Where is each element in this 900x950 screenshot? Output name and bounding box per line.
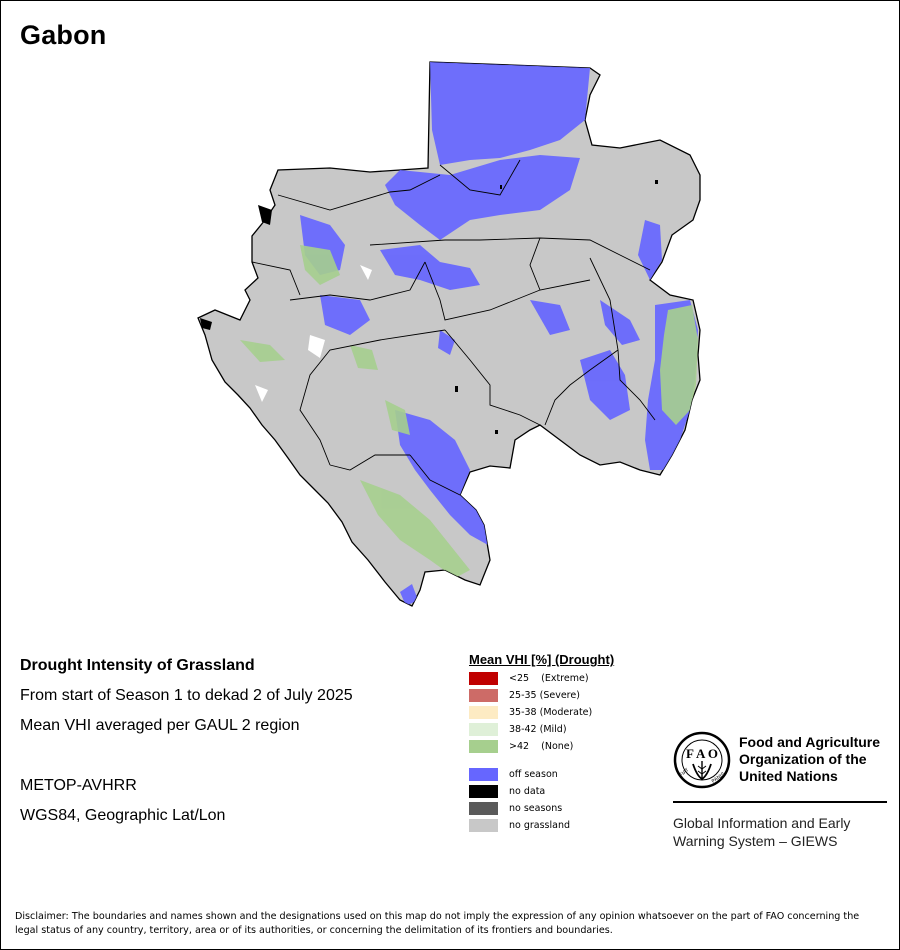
info-projection: WGS84, Geographic Lat/Lon	[20, 807, 226, 824]
disclaimer-text: Disclaimer: The boundaries and names sho…	[15, 911, 860, 936]
legend-item-no-seasons: no seasons	[469, 801, 562, 815]
legend-item-none: >42 (None)	[469, 739, 573, 753]
svg-text:F A O: F A O	[686, 746, 718, 761]
legend-label: 38-42 (Mild)	[509, 723, 567, 735]
legend-label: 35-38 (Moderate)	[509, 706, 593, 718]
legend-item-off-season: off season	[469, 767, 558, 781]
system-name-line: Warning System – GIEWS	[673, 833, 838, 849]
legend-label: <25 (Extreme)	[509, 672, 589, 684]
legend-item-moderate: 35-38 (Moderate)	[469, 705, 592, 719]
fao-logo-icon: F A O FIAT PANIS	[673, 731, 731, 789]
legend-item-no-grassland: no grassland	[469, 818, 570, 832]
no-drought-patches	[240, 245, 698, 578]
legend-item-mild: 38-42 (Mild)	[469, 722, 567, 736]
legend-label: no seasons	[509, 802, 563, 814]
system-name: Global Information and Early Warning Sys…	[673, 814, 850, 850]
country-outline	[197, 61, 701, 607]
legend-item-no-data: no data	[469, 784, 545, 798]
legend-swatch	[469, 818, 498, 832]
legend-swatch	[469, 671, 498, 685]
legend-swatch	[469, 767, 498, 781]
organization-divider	[673, 801, 887, 803]
no-data-specks	[455, 180, 658, 434]
gabon-map	[197, 61, 701, 607]
vhi-pixels	[240, 62, 698, 606]
legend-label: 25-35 (Severe)	[509, 689, 580, 701]
organization-name: Food and Agriculture Organization of the…	[739, 734, 880, 785]
organization-name-line: Organization of the	[739, 751, 867, 767]
legend-swatch	[469, 688, 498, 702]
organization-name-line: United Nations	[739, 768, 838, 784]
legend-label: no data	[509, 785, 546, 797]
legend-label: no grassland	[509, 819, 571, 831]
legend-item-severe: 25-35 (Severe)	[469, 688, 580, 702]
legend-swatch	[469, 705, 498, 719]
svg-text:FIAT: FIAT	[678, 767, 690, 778]
info-heading: Drought Intensity of Grassland	[20, 657, 255, 674]
legend-label: off season	[509, 768, 558, 780]
legend-item-extreme: <25 (Extreme)	[469, 671, 589, 685]
system-name-line: Global Information and Early	[673, 815, 851, 831]
coastal-islands	[200, 205, 272, 330]
organization-name-line: Food and Agriculture	[739, 734, 881, 750]
info-method: Mean VHI averaged per GAUL 2 region	[20, 717, 300, 734]
info-sensor: METOP-AVHRR	[20, 777, 137, 794]
legend-swatch	[469, 722, 498, 736]
legend-swatch	[469, 739, 498, 753]
info-period: From start of Season 1 to dekad 2 of Jul…	[20, 687, 353, 704]
map-title: Gabon	[20, 20, 107, 50]
legend-title: Mean VHI [%] (Drought)	[469, 652, 615, 667]
legend-swatch	[469, 784, 498, 798]
admin-boundaries	[251, 159, 656, 496]
legend-label: >42 (None)	[509, 740, 574, 752]
legend-swatch	[469, 801, 498, 815]
white-specks	[255, 265, 372, 402]
